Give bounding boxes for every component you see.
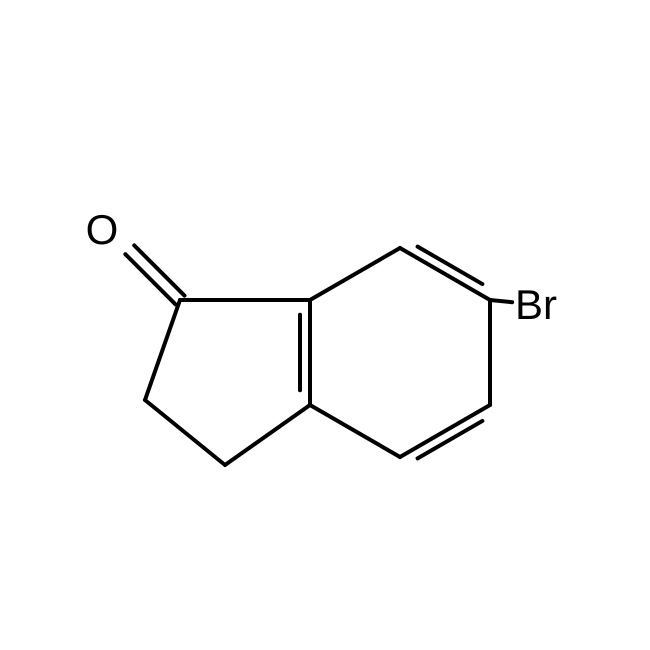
bond bbox=[490, 300, 512, 302]
o-atom-label: O bbox=[86, 206, 119, 253]
bond bbox=[145, 300, 180, 400]
molecule-diagram: O Br bbox=[0, 75, 650, 575]
bond bbox=[400, 248, 490, 300]
bond bbox=[310, 248, 400, 300]
bond bbox=[225, 405, 310, 465]
structure-container: O Br bbox=[0, 0, 650, 650]
br-atom-label: Br bbox=[515, 281, 557, 328]
bond bbox=[310, 405, 400, 457]
bond bbox=[400, 405, 490, 457]
bond bbox=[145, 400, 225, 465]
